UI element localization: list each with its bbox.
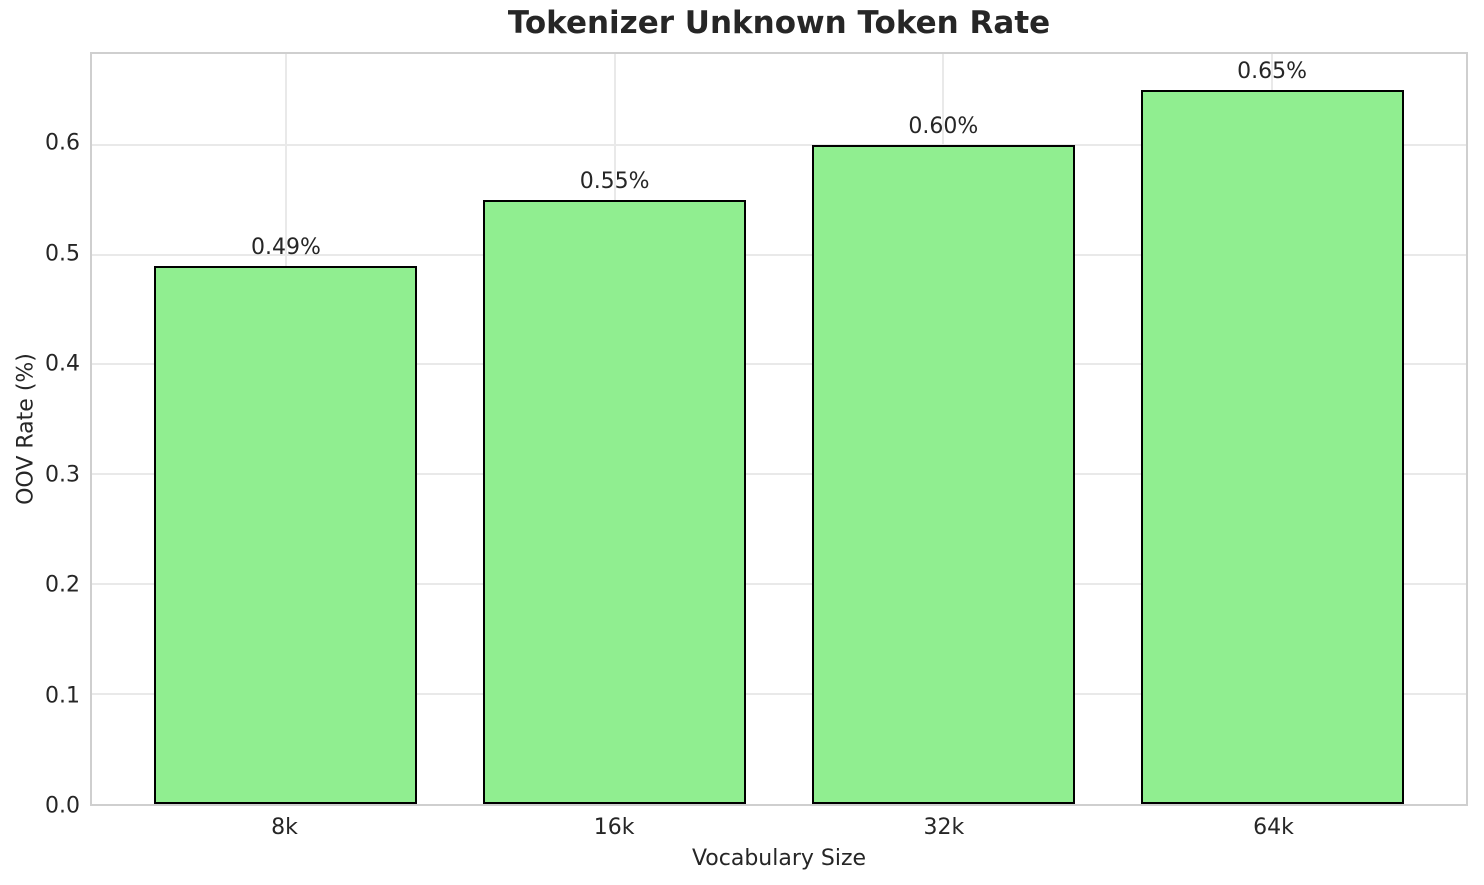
y-tick-label: 0.5 [45,241,80,267]
plot-area: 0.49% 0.55% 0.60% 0.65% [90,52,1468,806]
bar-32k [811,144,1075,804]
y-tick-label: 0.3 [45,462,80,488]
y-gridline [92,143,1466,146]
bar-8k [154,265,418,804]
x-tick-label: 8k [271,815,298,840]
bar-value-label: 0.65% [1237,58,1307,84]
bar-64k [1140,89,1404,804]
y-tick-label: 0.0 [45,793,80,819]
y-gridline [92,583,1466,586]
y-tick-label: 0.4 [45,351,80,377]
y-gridline [92,473,1466,476]
x-tick-label: 32k [923,815,965,840]
y-gridline [92,363,1466,366]
y-gridline [92,253,1466,256]
bar-value-label: 0.55% [579,168,650,194]
y-gridline [92,693,1466,696]
y-tick-label: 0.6 [45,130,80,156]
y-tick-label: 0.2 [45,572,80,598]
bar-value-label: 0.49% [250,234,321,260]
chart-title: Tokenizer Unknown Token Rate [507,5,1051,41]
x-tick-label: 64k [1253,815,1294,840]
y-tick-label: 0.1 [45,683,80,709]
bar-value-label: 0.60% [908,113,979,139]
bar-16k [483,199,747,804]
x-axis-label: Vocabulary Size [691,846,867,871]
x-tick-label: 16k [593,815,635,840]
